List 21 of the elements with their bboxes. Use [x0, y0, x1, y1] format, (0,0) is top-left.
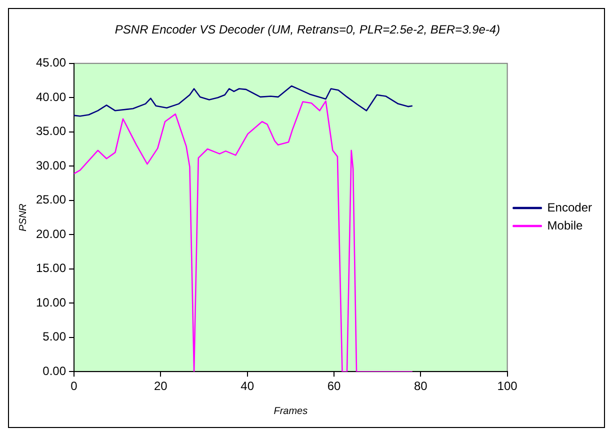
y-tick-label: 35.00 — [36, 124, 66, 138]
y-tick-label: 10.00 — [36, 295, 66, 310]
y-tick-label: 20.00 — [36, 226, 66, 241]
y-tick-label: 5.00 — [42, 330, 66, 344]
x-tick-label: 40 — [240, 379, 254, 394]
legend-label: Mobile — [547, 218, 583, 232]
x-tick-label: 0 — [70, 379, 78, 394]
legend-label: Encoder — [547, 200, 592, 214]
x-tick-label: 80 — [414, 379, 428, 394]
y-tick-label: 40.00 — [36, 90, 66, 104]
chart-title: PSNR Encoder VS Decoder (UM, Retrans=0, PLR=2.5e-2, BER=3.9e-4) — [114, 22, 500, 37]
y-tick-label: 0.00 — [42, 364, 66, 378]
y-tick-label: 25.00 — [36, 192, 66, 207]
x-tick-label: 60 — [327, 379, 341, 394]
y-axis-title: PSNR — [18, 204, 29, 232]
x-axis-title: Frames — [274, 406, 308, 417]
y-tick-label: 30.00 — [36, 158, 66, 172]
y-tick-label: 15.00 — [36, 261, 66, 276]
x-tick-label: 100 — [497, 379, 518, 394]
y-tick-label: 45.00 — [36, 56, 66, 70]
x-tick-label: 20 — [154, 379, 168, 394]
